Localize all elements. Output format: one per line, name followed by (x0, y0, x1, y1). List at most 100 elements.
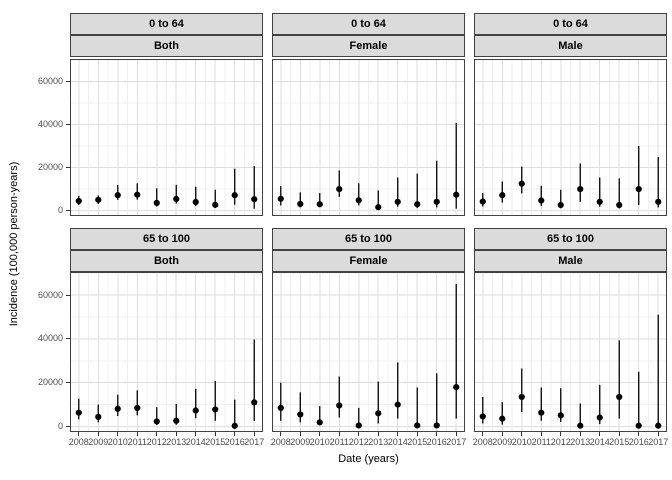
data-point (173, 417, 180, 424)
data-point (153, 199, 160, 206)
data-point (518, 393, 525, 401)
data-point (577, 186, 584, 193)
data-point (75, 409, 82, 416)
data-point (557, 412, 564, 419)
data-point (231, 422, 238, 429)
data-point (114, 192, 121, 199)
data-point (635, 186, 642, 193)
data-point (394, 198, 401, 205)
y-tick-mark (66, 426, 70, 428)
x-tick-label: 2012 (348, 437, 369, 447)
y-tick-label: 40000 (37, 119, 63, 130)
y-tick-mark (66, 124, 70, 126)
x-tick-label: 2016 (628, 437, 649, 447)
x-tick-mark (579, 432, 581, 436)
strip-age-group: 0 to 64 (474, 13, 667, 35)
data-point (316, 419, 323, 426)
panel-border (272, 272, 465, 432)
x-tick-mark (416, 432, 418, 436)
x-tick-label: 2010 (511, 437, 532, 447)
data-point (375, 204, 382, 211)
data-point (394, 401, 401, 408)
data-point (231, 192, 238, 199)
x-tick-mark (319, 432, 321, 436)
x-tick-mark (175, 432, 177, 436)
data-point (375, 410, 382, 417)
strip-age-group: 0 to 64 (272, 13, 465, 35)
data-point (433, 422, 440, 429)
x-tick-label: 2008 (68, 437, 89, 447)
panel-0to64-both (70, 59, 263, 216)
x-tick-mark (214, 432, 216, 436)
data-point (336, 186, 343, 193)
data-point (479, 198, 486, 205)
x-tick-mark (482, 432, 484, 436)
panel-65to100-male (474, 272, 667, 432)
panel-65to100-female (272, 272, 465, 432)
data-point (251, 399, 258, 406)
x-tick-mark (358, 432, 360, 436)
data-point (251, 196, 258, 203)
y-tick-mark (66, 338, 70, 340)
data-point (453, 191, 460, 198)
data-point (316, 201, 323, 208)
strip-sex: Female (272, 250, 465, 272)
y-tick-label: 20000 (37, 377, 63, 388)
x-tick-label: 2009 (492, 437, 513, 447)
data-point (95, 196, 102, 203)
data-point (297, 411, 304, 418)
x-tick-label: 2017 (446, 437, 467, 447)
x-tick-label: 2010 (309, 437, 330, 447)
x-tick-mark (436, 432, 438, 436)
data-point (192, 198, 199, 206)
data-point (499, 192, 506, 199)
x-tick-mark (338, 432, 340, 436)
x-tick-mark (560, 432, 562, 436)
data-point (277, 404, 284, 411)
x-tick-mark (618, 432, 620, 436)
data-point (212, 201, 219, 208)
x-tick-label: 2011 (531, 437, 551, 447)
x-tick-mark (299, 432, 301, 436)
data-point (433, 198, 440, 205)
y-tick-mark (66, 81, 70, 83)
x-tick-label: 2015 (609, 437, 630, 447)
x-tick-label: 2015 (205, 437, 226, 447)
x-tick-label: 2010 (107, 437, 128, 447)
x-tick-label: 2016 (224, 437, 245, 447)
data-point (297, 200, 304, 208)
x-tick-label: 2015 (407, 437, 428, 447)
x-tick-label: 2008 (270, 437, 291, 447)
y-tick-label: 0 (57, 205, 63, 216)
x-tick-mark (117, 432, 119, 436)
data-point (134, 404, 141, 411)
strip-sex: Both (70, 35, 263, 57)
x-tick-mark (599, 432, 601, 436)
panel-0to64-female (272, 59, 465, 216)
data-point (596, 198, 603, 205)
x-tick-mark (521, 432, 523, 436)
x-tick-mark (156, 432, 158, 436)
strip-sex: Female (272, 35, 465, 57)
x-tick-label: 2011 (329, 437, 349, 447)
panel-border (474, 59, 667, 216)
x-tick-mark (136, 432, 138, 436)
data-point (336, 402, 343, 409)
data-point (355, 422, 362, 429)
x-tick-mark (78, 432, 80, 436)
data-point (95, 413, 102, 420)
data-point (134, 191, 141, 198)
data-point (479, 413, 486, 420)
x-tick-label: 2016 (426, 437, 447, 447)
x-tick-mark (253, 432, 255, 436)
data-point (616, 393, 623, 401)
strip-age-group: 65 to 100 (474, 228, 667, 250)
strip-sex: Male (474, 250, 667, 272)
x-tick-label: 2014 (387, 437, 408, 447)
data-point (453, 383, 460, 391)
data-point (153, 418, 160, 425)
y-tick-mark (66, 382, 70, 384)
x-tick-label: 2009 (88, 437, 109, 447)
data-point (577, 422, 584, 429)
